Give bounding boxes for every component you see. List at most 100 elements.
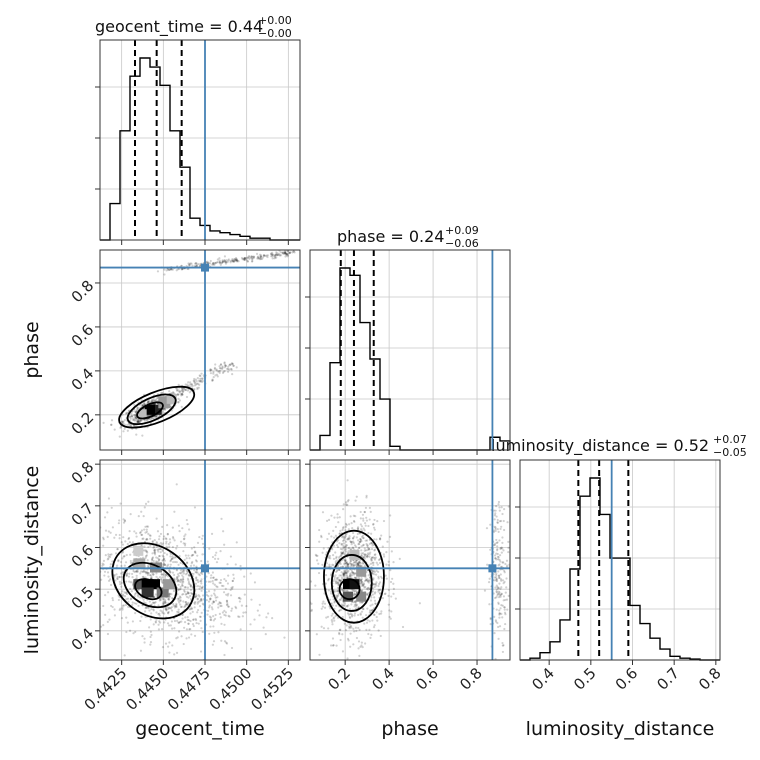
sample-point [360,535,364,538]
sample-point [220,622,223,625]
sample-point [173,573,176,577]
sample-point [336,590,339,593]
sample-point [187,385,191,388]
frame-phase [309,249,511,451]
sample-point [246,260,250,263]
sample-point [213,592,216,595]
sample-point [379,612,383,615]
sample-point [354,626,357,629]
sample-point [377,575,380,578]
sample-point [177,621,181,624]
sample-point [358,561,361,564]
sample-point [331,637,335,640]
sample-point [502,549,505,552]
sample-point [159,392,162,395]
sample-point [326,615,330,618]
sample-point [331,563,334,566]
sample-point [354,600,357,603]
sample-point [233,258,236,261]
sample-point [131,541,135,544]
sample-point [209,262,212,265]
sample-point [238,596,241,599]
sample-point [349,624,353,628]
sample-point [153,549,156,552]
sample-point [343,577,346,580]
sample-point [375,615,378,619]
sample-point [117,559,120,563]
sample-point [229,594,233,597]
sample-point [498,558,501,561]
sample-point [181,570,184,573]
sample-point [344,559,347,563]
sample-point [140,529,144,532]
sample-point [338,628,341,632]
sample-point [200,559,203,563]
sample-point [130,415,133,418]
sample-point [142,598,145,601]
sample-point [186,383,189,386]
sample-point [158,621,162,624]
sample-point [211,378,214,381]
density-bin [145,404,155,415]
sample-point [218,260,221,264]
sample-point [198,587,201,590]
sample-point [501,604,504,607]
sample-point [342,575,345,578]
sample-point [360,564,363,567]
sample-point [182,575,185,579]
sample-point [137,419,140,422]
sample-point [495,584,498,587]
sample-point [278,253,281,256]
sample-point [365,556,369,559]
sample-point [211,262,215,265]
sample-point [152,623,155,626]
sample-point [178,595,182,598]
sample-point [165,545,168,548]
sample-point [186,523,189,526]
sample-point [358,541,361,544]
contour-level [136,401,164,420]
sample-point [207,572,210,575]
sample-point [334,582,337,585]
sample-point [171,268,174,271]
sample-point [363,664,365,666]
sample-point [177,588,180,591]
x-tick-label: 0.4525 [247,664,297,714]
sample-point [345,565,349,568]
sample-point [189,262,192,265]
sample-point [500,603,503,607]
density-bin [356,591,367,602]
sample-point [226,601,229,604]
sample-point [154,399,157,402]
sample-point [167,542,170,546]
sample-point [126,423,129,427]
sample-point [175,547,178,550]
sample-point [345,550,348,553]
sample-point [164,642,168,645]
sample-point [211,579,214,583]
sample-point [124,561,128,564]
sample-point [176,578,179,581]
sample-point [191,554,194,557]
sample-point [310,602,313,605]
sample-point [121,593,124,596]
sample-point [157,560,160,563]
sample-point [353,576,357,580]
sample-point [237,596,241,600]
sample-point [225,600,229,603]
sample-point [355,564,358,567]
sample-point [333,536,336,539]
sample-point [350,603,353,606]
sample-point [230,646,234,650]
sample-point [158,558,161,561]
sample-point [227,614,230,617]
sample-point [337,592,340,595]
sample-point [176,393,179,396]
sample-point [500,525,503,528]
sample-point [235,257,238,261]
sample-point [351,546,354,549]
sample-point [232,260,235,264]
sample-point [352,542,355,545]
sample-point [341,551,344,555]
sample-point [214,554,217,557]
